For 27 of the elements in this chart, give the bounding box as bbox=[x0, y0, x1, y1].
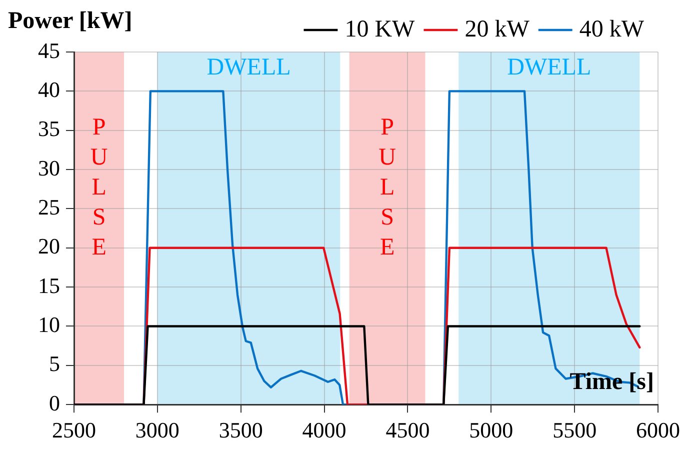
y-tick-label: 45 bbox=[38, 38, 60, 63]
x-tick-label: 6000 bbox=[636, 418, 680, 443]
y-tick-label: 15 bbox=[38, 272, 60, 298]
legend-label: 40 kW bbox=[579, 16, 644, 42]
x-tick-label: 4500 bbox=[386, 418, 430, 443]
y-tick-label: 35 bbox=[38, 116, 60, 142]
y-tick-label: 30 bbox=[38, 155, 60, 180]
band-label: DWELL bbox=[206, 54, 291, 80]
band-label: DWELL bbox=[507, 54, 592, 80]
legend-label: 10 KW bbox=[344, 16, 416, 42]
y-axis-title: Power [kW] bbox=[8, 8, 132, 34]
band-label: PULSE bbox=[378, 114, 396, 261]
x-tick-label: 4000 bbox=[302, 418, 346, 443]
y-tick-label: 0 bbox=[49, 390, 60, 416]
band-label: PULSE bbox=[90, 114, 108, 261]
x-tick-label: 3500 bbox=[218, 418, 263, 443]
x-tick-label: 5000 bbox=[469, 418, 514, 443]
y-tick-label: 5 bbox=[49, 351, 60, 376]
legend-label: 20 kW bbox=[464, 16, 530, 42]
x-tick-label: 3000 bbox=[135, 418, 180, 443]
y-tick-label: 10 bbox=[38, 312, 60, 338]
y-tick-label: 20 bbox=[38, 234, 60, 259]
y-tick-label: 25 bbox=[38, 194, 60, 220]
y-tick-label: 40 bbox=[38, 76, 60, 102]
x-tick-label: 2500 bbox=[52, 418, 96, 443]
x-tick-label: 5500 bbox=[552, 418, 597, 443]
x-axis-title: Time [s] bbox=[570, 368, 654, 395]
